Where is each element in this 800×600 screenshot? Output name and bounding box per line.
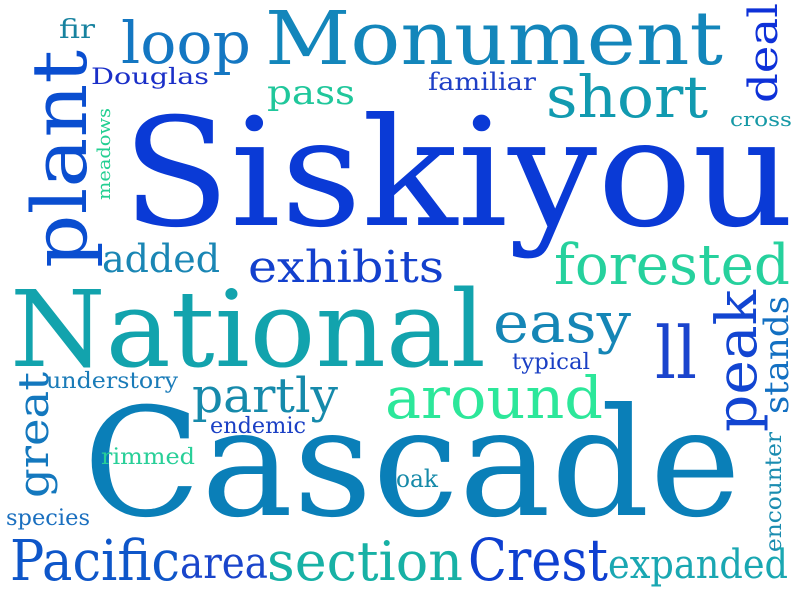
word-added: added bbox=[102, 237, 220, 281]
word-species: species bbox=[6, 506, 90, 531]
word-cascade: Cascade bbox=[83, 377, 741, 551]
word-easy: easy bbox=[493, 291, 631, 356]
word-plant: plant bbox=[15, 50, 104, 268]
word-forested: forested bbox=[554, 233, 790, 298]
word-ll: ll bbox=[655, 311, 697, 395]
word-familiar: familiar bbox=[428, 68, 537, 96]
word-cross: cross bbox=[730, 107, 792, 131]
word-stands: stands bbox=[757, 296, 797, 414]
word-typical: typical bbox=[512, 350, 590, 375]
word-pacific: Pacific bbox=[10, 529, 180, 594]
word-pass: pass bbox=[267, 73, 355, 113]
word-area: area bbox=[180, 538, 268, 589]
word-expanded: expanded bbox=[608, 542, 788, 588]
word-deal: deal bbox=[741, 3, 787, 103]
word-encounter: encounter bbox=[762, 432, 787, 552]
word-endemic: endemic bbox=[210, 414, 306, 439]
word-rimmed: rimmed bbox=[101, 445, 195, 470]
word-around: around bbox=[385, 364, 603, 432]
word-short: short bbox=[546, 63, 708, 131]
word-understory: understory bbox=[46, 369, 179, 394]
word-meadows: meadows bbox=[94, 108, 115, 200]
word-partly: partly bbox=[192, 368, 338, 424]
word-oak: oak bbox=[396, 465, 438, 493]
word-great: great bbox=[9, 372, 58, 498]
word-fir: fir bbox=[59, 15, 96, 45]
word-section: section bbox=[267, 530, 463, 593]
word-siskiyou: Siskiyou bbox=[122, 87, 794, 261]
word-douglas: Douglas bbox=[91, 65, 209, 90]
word-monument: Monument bbox=[265, 0, 723, 82]
word-peak: peak bbox=[705, 289, 770, 432]
word-exhibits: exhibits bbox=[248, 242, 444, 293]
word-national: National bbox=[10, 268, 486, 391]
word-loop: loop bbox=[121, 9, 251, 77]
word-crest: Crest bbox=[468, 526, 608, 594]
